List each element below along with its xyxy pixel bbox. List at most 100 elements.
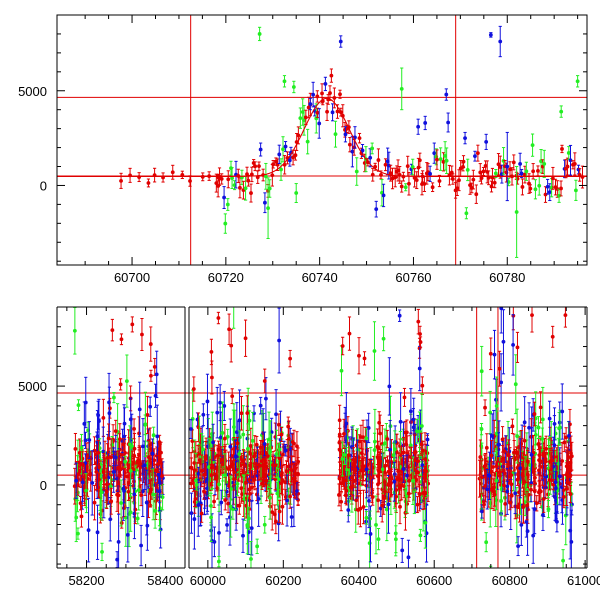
data-point [189,492,194,534]
data-point-marker [504,170,509,175]
data-point-marker [137,175,142,179]
data-point [148,326,153,362]
data-point-marker [205,399,210,404]
data-point [241,180,246,200]
data-point [289,506,294,528]
data-point [530,133,535,157]
data-point-marker [566,151,571,155]
data-point [123,455,128,468]
data-point-marker [416,124,421,129]
data-point [106,423,111,454]
data-point [237,496,242,515]
data-point [139,484,144,507]
data-point [483,160,488,172]
data-point [137,416,141,451]
data-point-marker [455,186,460,191]
data-point-marker [230,394,235,399]
data-point [397,166,402,184]
data-point [180,170,185,179]
data-point-marker [80,480,85,485]
data-point-marker [270,510,275,515]
data-point [265,443,270,469]
data-point-marker [121,506,126,511]
data-point [450,173,455,185]
data-point-marker [284,469,289,474]
data-point-marker [128,417,133,422]
data-point-marker [263,174,268,179]
data-point [76,399,81,412]
data-point-marker [232,298,236,302]
data-point [82,401,87,447]
data-point-marker [211,440,215,445]
data-point-marker [379,173,383,177]
data-point-marker [399,184,404,189]
data-point-marker [108,406,112,411]
data-point-marker [450,177,455,181]
data-point [537,175,542,196]
data-point-marker [110,328,115,333]
data-point [453,182,458,199]
data-point-marker [258,403,263,408]
data-point-marker [124,379,129,383]
data-point [230,167,234,189]
data-point [119,172,123,189]
data-point-marker [555,187,560,191]
data-point-marker [323,82,328,86]
data-point [410,158,415,176]
data-point [112,392,116,404]
data-point [216,311,221,325]
data-point-marker [209,465,214,470]
data-point-marker [432,151,437,156]
data-point [284,460,289,483]
data-point-marker [210,375,214,380]
data-point [150,438,155,469]
data-point-marker [398,419,403,424]
data-point [117,423,122,456]
data-point [212,495,216,508]
data-point [119,333,124,346]
data-point-marker [471,177,476,182]
data-point [153,493,157,529]
data-point [222,423,227,454]
data-point-marker [232,470,237,475]
data-point-marker [95,530,100,535]
data-point-marker [117,473,122,477]
data-point-marker [238,185,242,190]
data-point [86,497,91,563]
data-point [74,492,79,543]
data-point-marker [151,492,156,497]
data-point [444,147,449,175]
data-point-marker [134,467,139,472]
data-point-marker [201,412,206,417]
data-point [306,96,311,119]
data-point [249,183,253,203]
data-point-marker [97,477,101,482]
data-point-marker [153,509,157,513]
data-point-marker [199,511,204,516]
data-point [311,81,316,108]
data-point-marker [245,523,250,527]
data-point-marker [514,210,519,214]
data-point [388,164,393,182]
data-point-marker [543,192,548,197]
data-point-marker [511,160,516,165]
data-point [152,167,157,183]
data-point-marker [279,167,283,172]
data-point-marker [223,473,227,478]
data-point-marker [488,32,493,37]
data-point-marker [109,499,114,504]
data-point [110,318,115,342]
data-point-marker [100,550,104,554]
data-point [234,160,238,189]
data-point [518,152,523,176]
data-point-marker [291,155,295,160]
data-point-marker [298,116,303,121]
data-point-marker [222,195,226,200]
data-point-marker [417,158,422,163]
data-point [279,472,284,495]
data-point [374,200,379,218]
data-point-outlier [257,26,262,42]
data-point-marker [216,447,221,452]
data-point-marker [76,403,81,408]
data-point-outlier [343,126,348,143]
